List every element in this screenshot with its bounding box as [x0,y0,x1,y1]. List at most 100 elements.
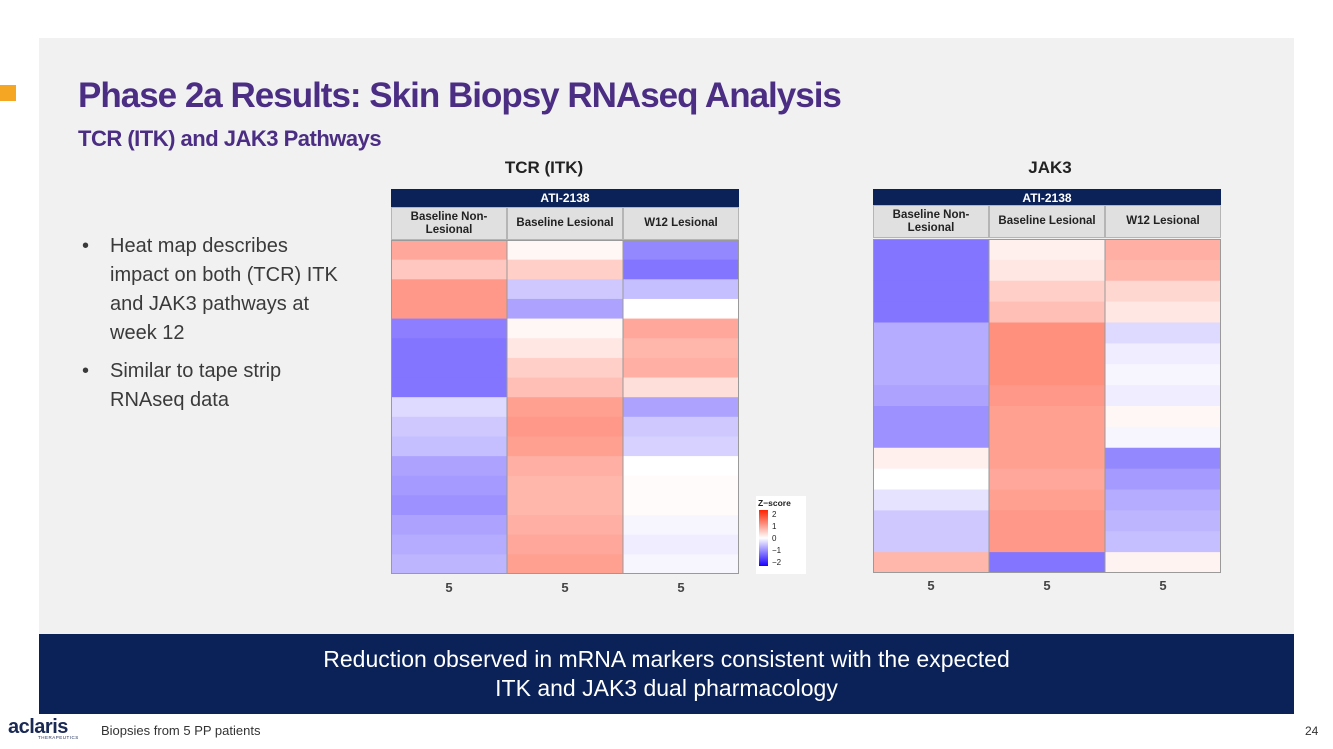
heatmap-cell [1105,468,1221,491]
page-number: 24 [1305,724,1319,738]
heatmap-cell [507,338,624,359]
heatmap-cell [507,377,624,398]
bullet-list: • Heat map describes impact on both (TCR)… [82,232,342,424]
heatmap-cell [391,318,508,339]
footnote: Biopsies from 5 PP patients [101,723,261,738]
sample-count: 5 [927,578,935,593]
logo-subtext: THERAPEUTICS [38,735,79,740]
heatmap-cell [623,259,739,280]
heatmap-cell [873,552,990,573]
company-logo: aclaris THERAPEUTICS [8,716,84,742]
heatmap-cell [1105,322,1221,344]
heatmap-cell [989,301,1106,324]
legend-tick: 2 [772,510,777,519]
heatmap-cell [1105,343,1221,365]
heatmap-cell [1105,364,1221,386]
bullet-dot: • [82,235,90,257]
heatmap-cell [507,436,624,457]
sample-count: 5 [445,580,453,595]
column-label: W12 Lesional [1105,205,1221,238]
banner-line: ITK and JAK3 dual pharmacology [495,675,838,701]
heatmap-cell [507,357,624,379]
heatmap-cell [623,240,739,261]
heatmap-cell [623,534,739,555]
heatmap-cell [989,531,1106,553]
heatmap-cell [1105,447,1221,470]
column-label: Baseline Lesional [507,207,623,240]
heatmap-cell [989,510,1106,532]
heatmap-cell [989,280,1106,303]
heatmap-cell [391,240,508,261]
column-label: W12 Lesional [623,207,739,240]
heatmap-cell [873,322,990,344]
heatmap-border [391,240,739,574]
heatmap-cell [507,515,624,536]
sample-count: 5 [677,580,685,595]
heatmap-cell [623,456,739,477]
conclusion-banner: Reduction observed in mRNA markers consi… [39,634,1294,714]
heatmap-cell [1105,239,1221,261]
heatmap-cell [873,531,990,553]
heatmap-cell [391,515,508,536]
heatmap-cell [1105,385,1221,407]
slide-title: Phase 2a Results: Skin Biopsy RNAseq Ana… [78,76,842,115]
heatmap-cell [507,554,624,574]
column-label: Baseline Lesional [989,205,1105,238]
accent-square [0,85,16,101]
heatmap-cell [391,436,508,457]
heatmap-cell [989,364,1106,386]
heatmap-cell [507,534,624,555]
heatmap-cell [507,240,624,261]
heatmap-cell [391,397,508,418]
bullet-text: Heat map describes impact on both (TCR) … [110,235,338,344]
heatmap-border [873,239,1221,573]
heatmap-cell [391,456,508,477]
heatmap-cell [1105,531,1221,553]
sample-count: 5 [1159,578,1167,593]
heatmap-cell [391,534,508,555]
heatmap-cell [391,357,508,379]
heatmap-cell [989,322,1106,344]
heatmap-cell [989,552,1106,573]
heatmap-cell [873,406,990,428]
heatmap-cell [391,298,508,320]
legend-title: Z−score [758,498,791,508]
heatmap-cell [873,259,990,282]
heatmap-cell [989,447,1106,470]
bullet-text: Similar to tape strip RNAseq data [110,360,282,411]
heatmap-cell [873,364,990,386]
heatmap-cell [873,280,990,303]
slide-subtitle: TCR (ITK) and JAK3 Pathways [78,126,382,151]
heatmap-cell [507,259,624,280]
heatmap-cell [391,279,508,300]
heatmap-cell [507,279,624,300]
heatmap-cell [873,447,990,470]
heatmap-cell [989,343,1106,365]
legend-tick: −1 [772,546,782,555]
heatmap-cell [1105,426,1221,449]
heatmap-cell [623,298,739,320]
heatmap-cell [507,475,624,496]
bullet-item: • Heat map describes impact on both (TCR)… [82,232,342,348]
heatmap-column-headers-tcr: Baseline Non-Lesional Baseline Lesional … [391,207,739,240]
heatmap-cell [391,338,508,359]
heatmap-tcr [391,240,739,574]
heatmap-cell [623,279,739,300]
bullet-dot: • [82,360,90,382]
heatmap-cell [507,416,624,437]
heatmap-group-label-jak3: ATI-2138 [873,189,1221,208]
heatmap-cell [873,239,990,261]
heatmap-cell [1105,259,1221,282]
heatmap-cell [391,495,508,516]
heatmap-cell [873,301,990,324]
heatmap-cell [623,554,739,574]
heatmap-group-label-tcr: ATI-2138 [391,189,739,208]
heatmap-cell [623,397,739,418]
heatmap-cell [1105,301,1221,324]
heatmap-cell [1105,552,1221,573]
heatmap-cell [391,475,508,496]
heatmap-cell [989,426,1106,449]
heatmap-cell [989,468,1106,491]
heatmap-cell [507,318,624,339]
heatmap-cell [391,416,508,437]
